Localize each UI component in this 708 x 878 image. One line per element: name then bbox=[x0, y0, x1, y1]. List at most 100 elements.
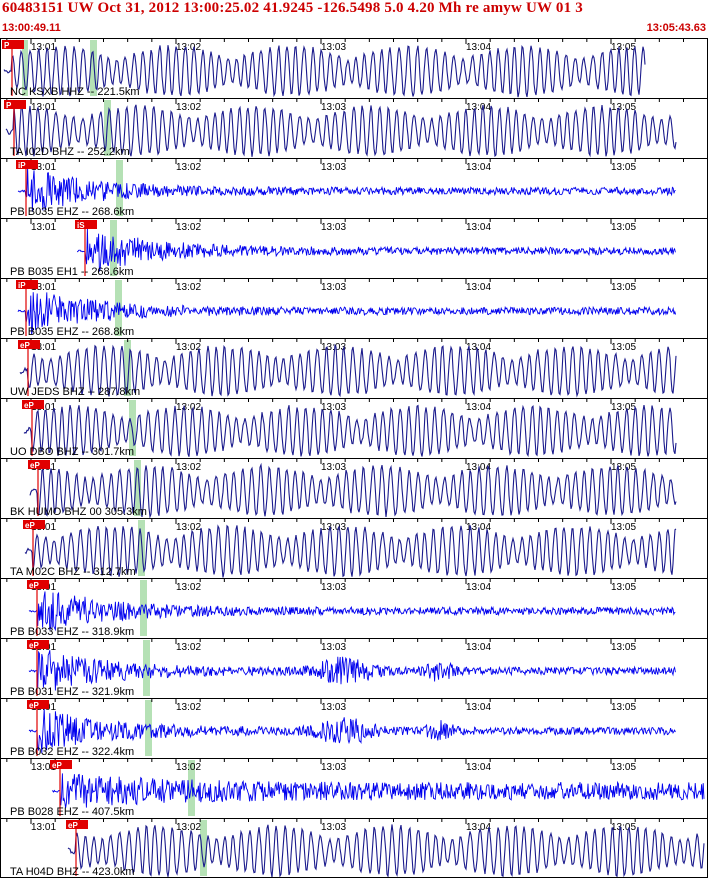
minute-label: 13:02 bbox=[176, 702, 201, 713]
minute-label: 13:02 bbox=[176, 42, 201, 53]
phase-pick-label: eP bbox=[29, 581, 39, 590]
waveform bbox=[28, 591, 676, 632]
phase-pick-label: eP bbox=[30, 461, 40, 470]
waveform bbox=[29, 462, 677, 519]
trace-row: 13:01 13:02 13:03 13:04 13:05 P TA I02D BHZ --… bbox=[0, 98, 708, 158]
minute-label: 13:02 bbox=[176, 402, 201, 413]
trace-row: 13:01 13:02 13:03 13:04 13:05 iP PB B035 EHZ -… bbox=[0, 278, 708, 338]
trace-row: 13:01 13:02 13:03 13:04 13:05 iP PB B035 EHZ -… bbox=[0, 158, 708, 218]
minute-label: 13:04 bbox=[466, 342, 491, 353]
minute-label: 13:02 bbox=[176, 582, 201, 593]
phase-pick-flag bbox=[27, 580, 49, 589]
plot-header: 60483151 UW Oct 31, 2012 13:00:25.02 41.… bbox=[0, 0, 708, 38]
window-start-time: 13:00:49.11 bbox=[2, 22, 61, 34]
phase-pick-label: eP bbox=[29, 701, 39, 710]
waveform bbox=[5, 104, 677, 158]
minute-label: 13:03 bbox=[321, 162, 346, 173]
waveform bbox=[17, 166, 676, 212]
seismogram-record-section: 13:01 13:02 13:03 13:04 13:05 P NC KSXB HHZ --… bbox=[0, 38, 708, 878]
station-label: PB B031 EHZ -- 321.9km bbox=[10, 686, 134, 698]
minute-label: 13:02 bbox=[176, 282, 201, 293]
waveform bbox=[67, 824, 705, 878]
phase-pick-label: eP bbox=[29, 641, 39, 650]
minute-label: 13:02 bbox=[176, 462, 201, 473]
minute-label: 13:01 bbox=[31, 102, 56, 113]
station-label: PB B035 EHZ -- 268.6km bbox=[10, 206, 134, 218]
minute-label: 13:01 bbox=[31, 222, 56, 233]
arrival-window-shading bbox=[22, 40, 28, 96]
minute-label: 13:04 bbox=[466, 642, 491, 653]
trace-row: 13:01 13:02 13:03 13:04 13:05 eP PB B028 EHZ -… bbox=[0, 758, 708, 818]
station-label: TA H04D BHZ -- 423.0km bbox=[10, 866, 135, 878]
trace-row: 13:01 13:02 13:03 13:04 13:05 eP UW JEDS BHZ -… bbox=[0, 338, 708, 398]
phase-pick-label: P bbox=[6, 101, 12, 110]
phase-pick-label: eP bbox=[25, 521, 35, 530]
phase-pick-flag bbox=[28, 460, 50, 469]
phase-pick-flag bbox=[16, 160, 38, 169]
event-title: 60483151 UW Oct 31, 2012 13:00:25.02 41.… bbox=[2, 0, 583, 16]
waveform bbox=[19, 343, 677, 398]
trace-row: 13:01 13:02 13:03 13:04 13:05 P NC KSXB HHZ --… bbox=[0, 38, 708, 98]
waveform bbox=[24, 524, 677, 578]
waveform bbox=[28, 650, 676, 691]
minute-label: 13:05 bbox=[611, 762, 636, 773]
waveform bbox=[28, 708, 676, 754]
station-label: PB B032 EHZ -- 322.4km bbox=[10, 746, 134, 758]
minute-label: 13:03 bbox=[321, 102, 346, 113]
phase-pick-flag bbox=[2, 40, 24, 49]
phase-pick-label: P bbox=[4, 41, 10, 50]
phase-pick-flag bbox=[4, 100, 26, 109]
arrival-window-shading bbox=[200, 820, 207, 876]
phase-pick-label: iS bbox=[77, 221, 85, 230]
minute-label: 13:05 bbox=[611, 342, 636, 353]
arrival-window-shading bbox=[134, 460, 141, 516]
phase-pick-flag bbox=[27, 700, 49, 709]
minute-label: 13:02 bbox=[176, 642, 201, 653]
minute-label: 13:05 bbox=[611, 702, 636, 713]
minute-label: 13:02 bbox=[176, 522, 201, 533]
minute-label: 13:04 bbox=[466, 762, 491, 773]
minute-label: 13:04 bbox=[466, 102, 491, 113]
minute-label: 13:04 bbox=[466, 702, 491, 713]
minute-label: 13:01 bbox=[31, 282, 56, 293]
arrival-window-shading bbox=[145, 700, 152, 756]
phase-pick-flag bbox=[75, 220, 97, 229]
minute-label: 13:05 bbox=[611, 282, 636, 293]
waveform bbox=[23, 404, 677, 458]
minute-label: 13:05 bbox=[611, 462, 636, 473]
minute-label: 13:05 bbox=[611, 402, 636, 413]
minute-label: 13:05 bbox=[611, 162, 636, 173]
minute-label: 13:04 bbox=[466, 42, 491, 53]
station-label: PB B033 EHZ -- 318.9km bbox=[10, 626, 134, 638]
phase-pick-label: eP bbox=[24, 401, 34, 410]
station-label: PB B035 EH1 -- 268.6km bbox=[10, 266, 134, 278]
minute-label: 13:03 bbox=[321, 462, 346, 473]
minute-label: 13:03 bbox=[321, 762, 346, 773]
phase-pick-flag bbox=[50, 760, 72, 769]
phase-pick-flag bbox=[66, 820, 88, 829]
minute-label: 13:02 bbox=[176, 822, 201, 833]
minute-label: 13:05 bbox=[611, 42, 636, 53]
trace-row: 13:01 13:02 13:03 13:04 13:05 eP TA H04D BHZ -… bbox=[0, 818, 708, 878]
station-label: BK HUMO BHZ 00 305.3km bbox=[10, 506, 147, 518]
minute-label: 13:01 bbox=[31, 42, 56, 53]
waveform bbox=[3, 45, 646, 98]
minute-label: 13:05 bbox=[611, 522, 636, 533]
minute-label: 13:04 bbox=[466, 402, 491, 413]
station-label: UW JEDS BHZ -- 287.8km bbox=[10, 386, 140, 398]
minute-label: 13:03 bbox=[321, 642, 346, 653]
waveform bbox=[77, 228, 676, 272]
station-label: TA I02D BHZ -- 252.2km bbox=[10, 146, 130, 158]
minute-label: 13:04 bbox=[466, 582, 491, 593]
minute-label: 13:01 bbox=[31, 162, 56, 173]
minute-label: 13:03 bbox=[321, 282, 346, 293]
window-end-time: 13:05:43.63 bbox=[646, 22, 706, 34]
minute-label: 13:02 bbox=[176, 162, 201, 173]
minute-label: 13:05 bbox=[611, 102, 636, 113]
minute-label: 13:05 bbox=[611, 222, 636, 233]
minute-label: 13:03 bbox=[321, 582, 346, 593]
station-label: NC KSXB HHZ -- 221.5km bbox=[10, 86, 140, 98]
minute-label: 13:01 bbox=[31, 342, 56, 353]
minute-label: 13:05 bbox=[611, 822, 636, 833]
